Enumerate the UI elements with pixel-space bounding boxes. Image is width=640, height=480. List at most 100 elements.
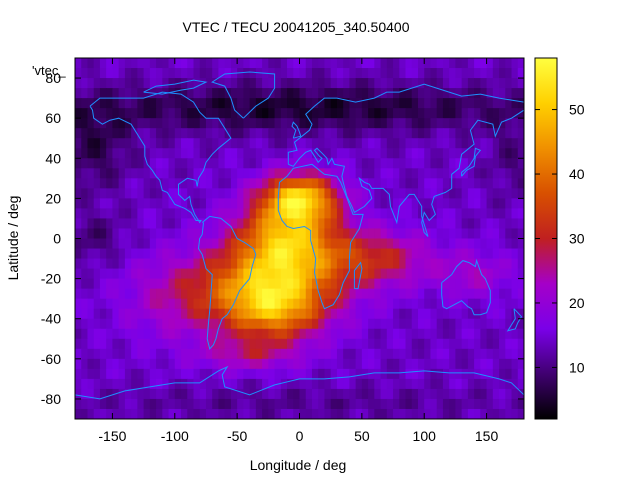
heatmap-cell — [131, 118, 138, 129]
heatmap-cell — [449, 128, 457, 139]
heatmap-cell — [355, 348, 363, 360]
heatmap-cell — [455, 98, 463, 109]
heatmap-cell — [156, 348, 163, 360]
heatmap-cell — [399, 188, 407, 199]
heatmap-cell — [168, 288, 176, 300]
heatmap-cell — [368, 348, 375, 360]
heatmap-cell — [255, 168, 263, 179]
heatmap-cell — [505, 188, 513, 199]
heatmap-cell — [230, 208, 238, 220]
heatmap-cell — [449, 58, 457, 69]
heatmap-cell — [274, 148, 282, 159]
heatmap-cell — [149, 158, 157, 169]
heatmap-cell — [124, 318, 132, 330]
heatmap-cell — [430, 308, 438, 320]
heatmap-cell — [499, 88, 506, 99]
heatmap-cell — [149, 258, 157, 270]
heatmap-cell — [368, 258, 375, 270]
heatmap-cell — [424, 238, 432, 250]
heatmap-cell — [268, 248, 276, 260]
heatmap-cell — [218, 158, 226, 169]
heatmap-cell — [249, 168, 257, 179]
heatmap-cell — [87, 198, 95, 210]
heatmap-cell — [311, 208, 319, 220]
heatmap-cell — [249, 388, 257, 400]
heatmap-cell — [399, 118, 407, 129]
heatmap-cell — [511, 388, 519, 400]
heatmap-cell — [118, 278, 126, 290]
heatmap-cell — [287, 58, 294, 69]
heatmap-cell — [187, 308, 195, 320]
heatmap-cell — [181, 268, 188, 280]
heatmap-cell — [361, 258, 369, 270]
heatmap-cell — [181, 408, 188, 419]
heatmap-cell — [156, 68, 163, 79]
heatmap-cell — [368, 188, 375, 199]
heatmap-cell — [455, 118, 463, 129]
heatmap-cell — [193, 368, 201, 380]
heatmap-cell — [93, 318, 101, 330]
heatmap-cell — [449, 318, 457, 330]
heatmap-cell — [417, 88, 425, 99]
heatmap-cell — [293, 208, 301, 220]
heatmap-cell — [499, 68, 506, 79]
heatmap-cell — [449, 408, 457, 419]
y-tick-label: -40 — [41, 311, 61, 327]
heatmap-cell — [318, 198, 326, 210]
heatmap-cell — [474, 268, 481, 280]
heatmap-cell — [499, 168, 506, 179]
heatmap-cell — [230, 248, 238, 260]
coastline-layer — [75, 71, 524, 400]
heatmap-cell — [268, 118, 276, 129]
heatmap-cell — [311, 268, 319, 280]
heatmap-cell — [174, 348, 182, 360]
heatmap-cell — [181, 108, 188, 119]
heatmap-cell — [355, 178, 363, 189]
heatmap-cell — [87, 318, 95, 330]
heatmap-cell — [336, 288, 344, 300]
heatmap-cell — [249, 328, 257, 340]
heatmap-cell — [461, 328, 469, 340]
heatmap-cell — [461, 358, 469, 370]
heatmap-cell — [380, 128, 388, 139]
heatmap-cell — [118, 148, 126, 159]
heatmap-cell — [137, 328, 145, 340]
heatmap-cell — [230, 278, 238, 290]
heatmap-cell — [237, 258, 244, 270]
heatmap-cell — [324, 178, 332, 189]
heatmap-cell — [467, 138, 475, 149]
heatmap-cell — [449, 328, 457, 340]
heatmap-cell — [274, 128, 282, 139]
heatmap-cell — [511, 238, 519, 250]
heatmap-cell — [168, 198, 176, 210]
heatmap-cell — [411, 168, 419, 179]
heatmap-cell — [249, 398, 257, 410]
heatmap-cell — [505, 348, 513, 360]
heatmap-cell — [224, 268, 232, 280]
heatmap-cell — [480, 88, 488, 99]
heatmap-cell — [168, 208, 176, 220]
heatmap-cell — [249, 288, 257, 300]
heatmap-cell — [336, 388, 344, 400]
heatmap-cell — [436, 358, 444, 370]
heatmap-cell — [324, 188, 332, 199]
heatmap-cell — [174, 168, 182, 179]
heatmap-cell — [492, 388, 500, 400]
heatmap-cell — [499, 208, 506, 220]
heatmap-cell — [205, 208, 213, 220]
heatmap-cell — [417, 288, 425, 300]
heatmap-cell — [212, 208, 220, 220]
heatmap-cell — [287, 348, 294, 360]
heatmap-cell — [417, 248, 425, 260]
heatmap-cell — [486, 148, 494, 159]
heatmap-cell — [187, 158, 195, 169]
heatmap-cell — [193, 298, 201, 310]
heatmap-cell — [87, 88, 95, 99]
heatmap-cell — [311, 248, 319, 260]
heatmap-cell — [467, 268, 475, 280]
heatmap-cell — [361, 98, 369, 109]
heatmap-cell — [305, 318, 313, 330]
heatmap-cell — [87, 358, 95, 370]
heatmap-cell — [492, 378, 500, 390]
heatmap-cell — [505, 388, 513, 400]
